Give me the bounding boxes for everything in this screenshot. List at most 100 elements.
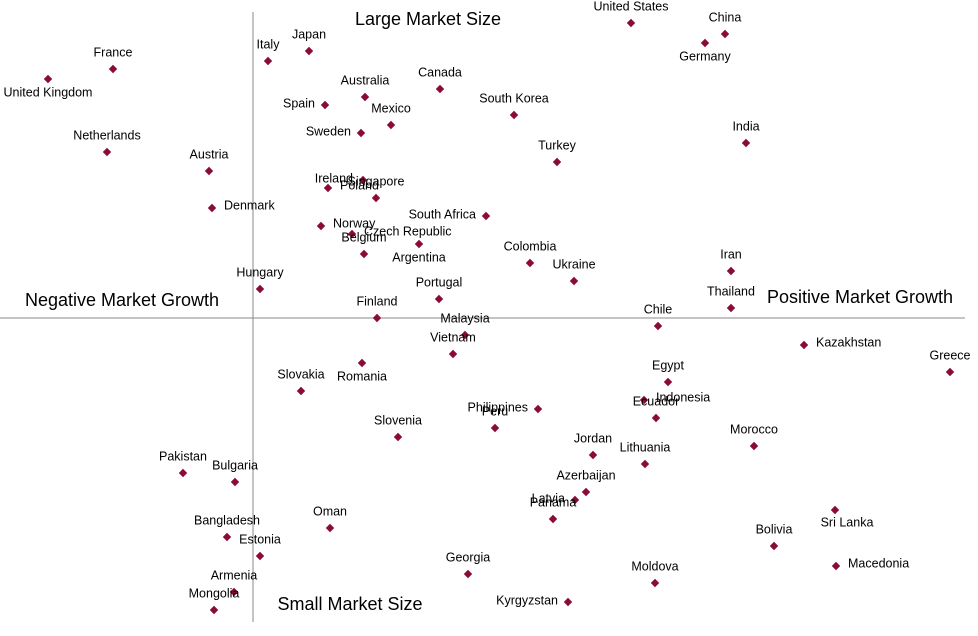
data-point <box>726 266 736 276</box>
point-label: Romania <box>337 369 387 383</box>
data-point <box>360 92 370 102</box>
point-label: Peru <box>482 404 508 418</box>
point-label: Oman <box>313 504 347 518</box>
point-label: Ecuador <box>633 394 680 408</box>
point-label: Moldova <box>631 559 678 573</box>
point-label: Slovakia <box>277 367 324 381</box>
point-label: Denmark <box>224 198 275 212</box>
point-label: South Korea <box>479 91 549 105</box>
point-label: Greece <box>930 348 971 362</box>
data-point <box>393 432 403 442</box>
point-label: Canada <box>418 65 462 79</box>
data-point <box>207 203 217 213</box>
data-point <box>552 157 562 167</box>
data-point <box>650 578 660 588</box>
point-label: Azerbaijan <box>556 468 615 482</box>
point-label: Latvia <box>532 491 565 505</box>
point-label: Georgia <box>446 550 491 564</box>
data-point <box>255 284 265 294</box>
point-label: Netherlands <box>73 128 140 142</box>
data-point <box>548 514 558 524</box>
data-point <box>525 258 535 268</box>
point-label: Panama <box>530 495 577 509</box>
point-label: India <box>732 119 759 133</box>
point-label: Colombia <box>504 239 557 253</box>
data-point <box>371 193 381 203</box>
quadrant-label: Negative Market Growth <box>25 290 219 310</box>
data-point <box>209 605 219 615</box>
quadrant-label: Positive Market Growth <box>767 287 953 307</box>
data-point <box>316 221 326 231</box>
point-label: China <box>709 10 742 24</box>
point-label: Hungary <box>236 265 284 279</box>
data-point <box>626 18 636 28</box>
data-point <box>357 358 367 368</box>
data-point <box>229 587 239 597</box>
data-point <box>372 313 382 323</box>
data-point <box>481 211 491 221</box>
quadrant-label: Small Market Size <box>277 594 422 614</box>
point-label: Spain <box>283 96 315 110</box>
data-point <box>255 551 265 561</box>
data-point <box>640 459 650 469</box>
data-point <box>356 128 366 138</box>
point-label: Macedonia <box>848 556 909 570</box>
point-label: Kazakhstan <box>816 335 881 349</box>
data-point <box>296 386 306 396</box>
data-point <box>651 413 661 423</box>
data-point <box>434 294 444 304</box>
point-label: Morocco <box>730 422 778 436</box>
data-point <box>741 138 751 148</box>
point-label: Poland <box>340 178 379 192</box>
data-point <box>386 120 396 130</box>
point-label: Lithuania <box>620 440 671 454</box>
data-point <box>570 495 580 505</box>
data-point <box>414 239 424 249</box>
data-point <box>222 532 232 542</box>
data-point <box>639 395 649 405</box>
point-label: United States <box>593 0 668 13</box>
point-label: Belgium <box>341 230 386 244</box>
data-point <box>325 523 335 533</box>
data-point <box>720 29 730 39</box>
point-label: Kyrgyzstan <box>496 593 558 607</box>
data-point <box>230 477 240 487</box>
data-point <box>581 487 591 497</box>
data-point <box>108 64 118 74</box>
data-point <box>830 505 840 515</box>
data-point <box>263 56 273 66</box>
point-label: Iran <box>720 247 742 261</box>
point-label: Mexico <box>371 101 411 115</box>
data-point <box>663 377 673 387</box>
point-label: Egypt <box>652 358 684 372</box>
point-label: Italy <box>257 37 281 51</box>
data-point <box>320 100 330 110</box>
point-label: Norway <box>333 216 376 230</box>
point-label: Armenia <box>211 568 258 582</box>
data-point <box>799 340 809 350</box>
point-label: Indonesia <box>656 390 710 404</box>
data-point <box>490 423 500 433</box>
point-label: Ukraine <box>552 257 595 271</box>
point-label: France <box>94 45 133 59</box>
data-point <box>43 74 53 84</box>
data-point <box>726 303 736 313</box>
data-point <box>435 84 445 94</box>
point-label: Malaysia <box>440 311 489 325</box>
data-point <box>653 321 663 331</box>
point-label: Turkey <box>538 138 576 152</box>
data-point <box>102 147 112 157</box>
point-label: Australia <box>341 73 390 87</box>
point-label: Sri Lanka <box>821 515 874 529</box>
point-label: Pakistan <box>159 449 207 463</box>
point-label: Estonia <box>239 532 281 546</box>
data-point <box>749 441 759 451</box>
data-point <box>448 349 458 359</box>
data-point <box>700 38 710 48</box>
data-point <box>358 175 368 185</box>
data-point <box>569 276 579 286</box>
point-label: Jordan <box>574 431 612 445</box>
data-point <box>463 569 473 579</box>
quadrant-label: Large Market Size <box>355 9 501 29</box>
